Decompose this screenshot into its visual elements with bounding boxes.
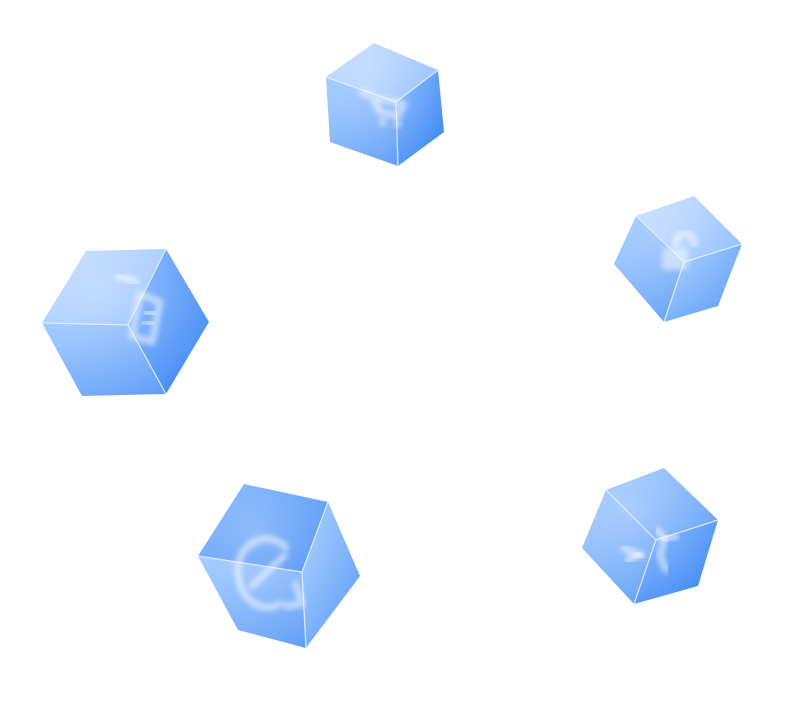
cube-lock[interactable]: [614, 196, 743, 323]
refresh-icon: [234, 535, 306, 611]
cube-refresh[interactable]: [197, 484, 360, 649]
scissors-icon: [620, 526, 680, 574]
cart-icon: [358, 88, 408, 128]
cube-scissors[interactable]: [582, 468, 719, 605]
cube-trash[interactable]: [41, 248, 209, 396]
trash-icon: [114, 268, 164, 346]
lock-icon: [662, 230, 698, 270]
cube-cart[interactable]: [325, 43, 444, 167]
